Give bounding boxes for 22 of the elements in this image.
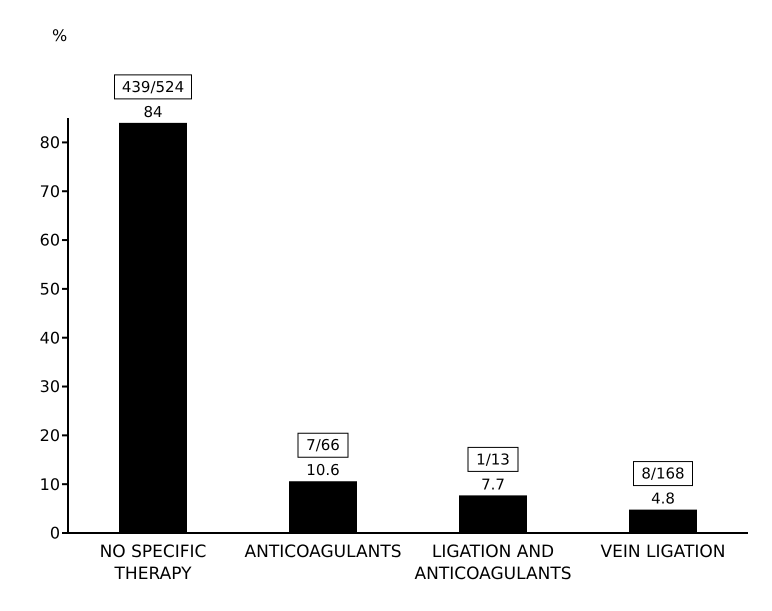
x-tick-label: NO SPECIFIC THERAPY bbox=[100, 542, 206, 584]
y-tick-label: 60 bbox=[40, 230, 60, 250]
y-tick-label: 0 bbox=[50, 524, 60, 543]
y-tick-label: 20 bbox=[40, 426, 60, 446]
data-label: 84 bbox=[143, 102, 163, 121]
data-label: 4.8 bbox=[651, 490, 675, 508]
data-label: 7.7 bbox=[481, 475, 505, 494]
annotation: 1/13 bbox=[476, 450, 510, 468]
annotation: 8/168 bbox=[641, 464, 685, 483]
y-tick-label: 30 bbox=[40, 377, 60, 396]
y-tick-label: 50 bbox=[40, 280, 60, 299]
y-tick-label: 10 bbox=[40, 474, 60, 494]
y-axis-title: % bbox=[52, 26, 68, 45]
y-tick-label: 70 bbox=[40, 182, 60, 201]
x-tick-label: ANTICOAGULANTS bbox=[244, 542, 402, 562]
x-tick-label: VEIN LIGATION bbox=[600, 542, 726, 562]
y-tick-label: 40 bbox=[40, 328, 60, 348]
y-tick-label: 80 bbox=[40, 133, 60, 152]
text: 439/524 bbox=[122, 78, 184, 96]
annotation: 7/66 bbox=[306, 436, 340, 454]
data-label: 10.6 bbox=[306, 461, 340, 480]
x-tick-label: LIGATION AND ANTICOAGULANTS bbox=[414, 542, 572, 584]
